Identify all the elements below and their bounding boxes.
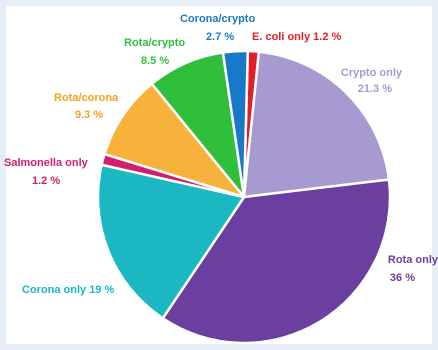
value-corona-crypto: 2.7 %: [206, 31, 234, 43]
label-corona-crypto: Corona/crypto: [180, 13, 255, 25]
label-crypto: Crypto only: [341, 67, 403, 79]
pie-slices: [96, 49, 392, 345]
label-rota: Rota only: [388, 254, 438, 266]
label-rota-corona: Rota/corona: [54, 92, 119, 104]
pie-slice-rota-corona: [103, 82, 246, 199]
value-crypto: 21.3 %: [358, 83, 392, 95]
pie-slice-crypto-only: [242, 50, 391, 199]
value-rota-corona: 9.3 %: [75, 109, 103, 121]
pie-slice-corona-crypto: [221, 49, 250, 199]
label-rota-crypto: Rota/crypto: [124, 37, 185, 49]
value-rota-crypto: 8.5 %: [141, 55, 169, 67]
value-rota: 36 %: [390, 272, 415, 284]
label-salmonella: Salmonella only: [4, 157, 89, 169]
label-corona: Corona only 19 %: [22, 284, 115, 296]
value-salmonella: 1.2 %: [32, 175, 60, 187]
label-ecoli: E. coli only 1.2 %: [252, 31, 341, 43]
pie-slice-rota-only: [161, 178, 392, 345]
pie-slice-corona-only: [96, 163, 246, 320]
